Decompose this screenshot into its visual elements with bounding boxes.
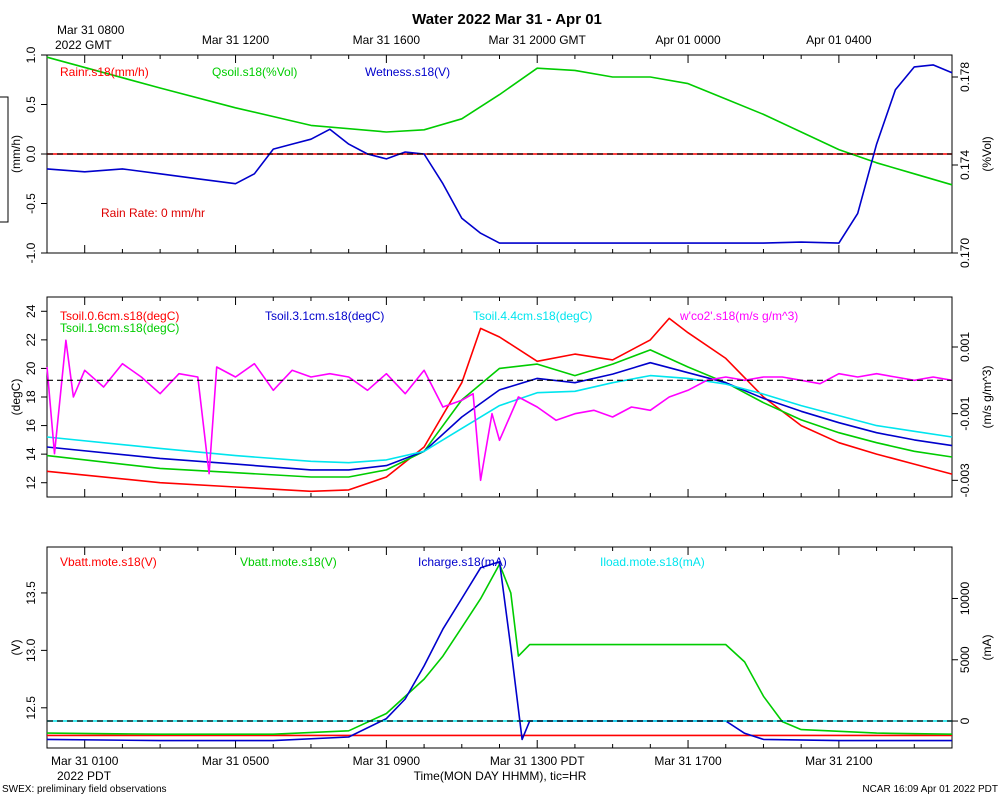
right-tick-label: 0.001 — [958, 332, 972, 362]
legend-entry: Vbatt.mote.s18(V) — [60, 555, 157, 569]
left-axis-label: (mm/h) — [9, 135, 23, 173]
series-line-1 — [46, 349, 953, 478]
left-tick-label: 16 — [24, 419, 38, 433]
rain-rate-annotation: Rain Rate: 0 mm/hr — [101, 206, 205, 220]
top-axis-tick-label: Mar 31 1600 — [353, 33, 421, 47]
right-tick-label: 0.178 — [958, 62, 972, 92]
bottom-axis-tick-label: Mar 31 0900 — [353, 754, 421, 768]
left-tick-label: 20 — [24, 361, 38, 375]
bottom-axis-tick-label: Mar 31 0500 — [202, 754, 270, 768]
left-tick-label: 0.0 — [24, 145, 38, 162]
legend-entry: Tsoil.0.6cm.s18(degC) — [60, 309, 179, 323]
top-axis-tick-label: Apr 01 0400 — [806, 33, 872, 47]
series-line-2 — [46, 560, 952, 742]
right-tick-label: 0 — [958, 717, 972, 724]
bottom-axis-tick-label: Mar 31 0100 — [51, 754, 119, 768]
top-axis-start-label-2: 2022 GMT — [55, 38, 112, 52]
legend-entry: Rainr.s18(mm/h) — [60, 65, 149, 79]
top-axis-tick-label: Apr 01 0000 — [655, 33, 721, 47]
legend-entry: Qsoil.s18(%Vol) — [212, 65, 297, 79]
left-tick-label: 14 — [24, 447, 38, 461]
bottom-axis-start-label-2: 2022 PDT — [57, 769, 112, 783]
left-axis-label: (V) — [9, 640, 23, 656]
right-tick-label: 0.174 — [958, 150, 972, 180]
top-axis-tick-label: Mar 31 2000 GMT — [489, 33, 587, 47]
legend-entry: Wetness.s18(V) — [365, 65, 450, 79]
right-axis-label: (m/s g/m^3) — [980, 366, 994, 429]
right-tick-label: 5000 — [958, 646, 972, 673]
left-tick-label: 24 — [24, 304, 38, 318]
legend-entry: Tsoil.4.4cm.s18(degC) — [473, 309, 592, 323]
bottom-axis-tick-label: Mar 31 1300 PDT — [490, 754, 585, 768]
chart-title: Water 2022 Mar 31 - Apr 01 — [412, 11, 602, 28]
right-tick-label: -0.001 — [958, 396, 972, 430]
series-line-1 — [46, 56, 953, 186]
series-line-3 — [46, 374, 953, 464]
bottom-axis-tick-label: Mar 31 1700 — [654, 754, 722, 768]
side-bracket — [0, 96, 9, 223]
left-axis-label: (degC) — [9, 379, 23, 416]
footer-left: SWEX: preliminary field observations — [2, 784, 167, 795]
series-line-0 — [46, 317, 953, 493]
panel-frame — [46, 546, 953, 749]
left-tick-label: 22 — [24, 333, 38, 347]
series-line-2 — [46, 361, 953, 471]
right-axis-label: (%Vol) — [980, 136, 994, 171]
left-tick-label: 13.0 — [24, 638, 38, 662]
series-line-1 — [46, 563, 953, 736]
x-axis-label: Time(MON DAY HHMM), tic=HR — [414, 769, 587, 783]
right-tick-label: 0.170 — [958, 238, 972, 268]
legend-entry: Iload.mote.s18(mA) — [600, 555, 705, 569]
legend-entry: Tsoil.3.1cm.s18(degC) — [265, 309, 384, 323]
legend-entry: Vbatt.mote.s18(V) — [240, 555, 337, 569]
legend-entry: w'co2'.s18(m/s g/m^3) — [679, 309, 798, 323]
series-line-4 — [46, 339, 953, 482]
footer-right: NCAR 16:09 Apr 01 2022 PDT — [862, 784, 998, 795]
right-tick-label: -0.003 — [958, 463, 972, 497]
left-tick-label: 18 — [24, 390, 38, 404]
top-axis-start-label: Mar 31 0800 — [57, 23, 125, 37]
left-tick-label: 12.5 — [24, 696, 38, 720]
top-axis-tick-label: Mar 31 1200 — [202, 33, 270, 47]
series-line-2 — [46, 64, 953, 244]
legend-entry: Icharge.s18(mA) — [418, 555, 507, 569]
panel-frame — [46, 296, 953, 498]
left-tick-label: 12 — [24, 476, 38, 490]
left-tick-label: -1.0 — [24, 242, 38, 263]
right-tick-label: 10000 — [958, 581, 972, 615]
left-tick-label: -0.5 — [24, 193, 38, 214]
left-tick-label: 0.5 — [24, 96, 38, 113]
left-tick-label: 1.0 — [24, 46, 38, 63]
right-axis-label: (mA) — [980, 635, 994, 661]
legend-entry: Tsoil.1.9cm.s18(degC) — [60, 321, 179, 335]
left-tick-label: 13.5 — [24, 581, 38, 605]
bottom-axis-tick-label: Mar 31 2100 — [805, 754, 873, 768]
